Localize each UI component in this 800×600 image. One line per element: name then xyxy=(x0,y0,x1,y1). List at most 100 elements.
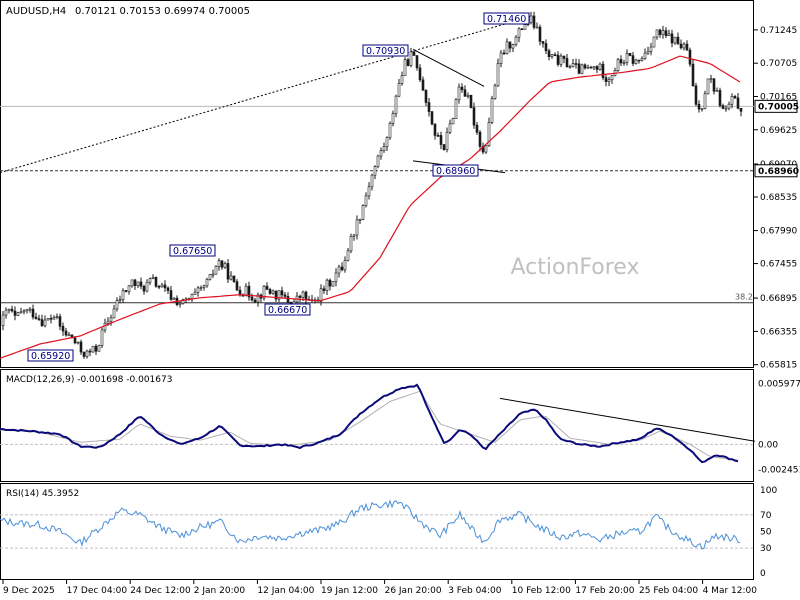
candle-body xyxy=(427,102,431,112)
candle-body xyxy=(544,43,548,52)
candle-body xyxy=(373,166,377,176)
candle-body xyxy=(1,314,5,326)
candle-body xyxy=(217,260,221,267)
candle-body xyxy=(262,285,266,299)
candle-body xyxy=(196,287,200,293)
candle-body xyxy=(634,59,638,64)
candle-body xyxy=(403,59,407,77)
macd-title: MACD(12,26,9) -0.001698 -0.001673 xyxy=(6,375,172,385)
candle-body xyxy=(337,266,341,274)
candle-body xyxy=(220,260,224,268)
candle-body xyxy=(727,103,731,109)
candle-body xyxy=(493,85,497,100)
candle-body xyxy=(58,316,62,327)
candle-body xyxy=(115,300,119,310)
candle-body xyxy=(268,289,272,294)
annotation-box xyxy=(432,164,479,177)
rsi-line xyxy=(0,499,741,550)
price-tick-label: 0.66355 xyxy=(760,327,797,337)
candle-body xyxy=(496,63,500,87)
candle-body xyxy=(340,266,344,271)
candle-body xyxy=(655,29,659,38)
candle-body xyxy=(580,64,584,74)
candle-body xyxy=(364,195,368,206)
candle-body xyxy=(244,285,248,296)
annotation-label: 0.70930 xyxy=(366,46,405,57)
candle-body xyxy=(583,64,587,69)
annotation-label: 0.65920 xyxy=(31,351,70,362)
candle-body xyxy=(121,290,125,300)
candle-body xyxy=(325,279,329,291)
candle-body xyxy=(535,26,539,29)
candle-body xyxy=(667,33,671,36)
candle-body xyxy=(619,59,623,64)
candle-body xyxy=(694,85,698,105)
support-price-tag-text: 0.68960 xyxy=(758,167,799,177)
candle-body xyxy=(13,310,17,316)
candle-body xyxy=(169,290,173,300)
candle-body xyxy=(334,272,338,282)
price-tick-label: 0.65815 xyxy=(760,361,797,371)
candle-body xyxy=(283,294,287,297)
candle-body xyxy=(502,52,506,55)
candle-body xyxy=(61,325,65,332)
candle-body xyxy=(565,58,569,68)
candle-body xyxy=(298,295,302,298)
candle-body xyxy=(703,93,707,109)
candle-body xyxy=(445,131,449,150)
candle-body xyxy=(574,63,578,65)
price-axis: 0.712450.707050.701650.696250.690700.685… xyxy=(754,26,799,371)
candle-body xyxy=(31,308,35,318)
candle-body xyxy=(454,99,458,119)
candle-body xyxy=(586,66,590,69)
candle-body xyxy=(712,78,716,92)
candle-body xyxy=(631,55,635,64)
annotation-label: 0.68960 xyxy=(436,166,475,177)
candle-body xyxy=(394,95,398,114)
candle-body xyxy=(505,41,509,54)
annotations: 0.65920 0.67650 0.66670 0.70930 0.68960 0.714… xyxy=(27,12,530,362)
candle-body xyxy=(376,155,380,167)
candle-body xyxy=(271,290,275,294)
macd-line xyxy=(0,383,739,464)
candle-body xyxy=(487,122,491,147)
candle-body xyxy=(697,104,701,110)
candle-body xyxy=(79,341,83,353)
candle-body xyxy=(439,135,443,145)
candle-body xyxy=(142,285,146,292)
candle-body xyxy=(739,108,743,112)
candle-body xyxy=(235,281,239,291)
candle-body xyxy=(370,174,374,188)
candle-body xyxy=(190,294,194,299)
candle-body xyxy=(592,66,596,69)
candle-body xyxy=(343,260,347,271)
candle-body xyxy=(76,341,80,344)
x-tick-label: 25 Feb 04:00 xyxy=(639,586,698,596)
candle-body xyxy=(628,53,632,56)
candle-body xyxy=(253,299,257,303)
rsi-tick-label: 50 xyxy=(760,528,772,538)
price-tick-label: 0.70165 xyxy=(760,92,797,102)
candle-body xyxy=(661,30,665,35)
candle-body xyxy=(346,250,350,261)
candle-body xyxy=(616,59,620,71)
candle-body xyxy=(163,284,167,289)
candle-body xyxy=(436,135,440,137)
candle-body xyxy=(349,235,353,252)
candle-body xyxy=(37,318,41,320)
candle-body xyxy=(178,303,182,305)
price-lines: 38.2 xyxy=(0,16,754,304)
candle-body xyxy=(361,205,365,220)
candle-body xyxy=(466,95,470,97)
candle-body xyxy=(430,111,434,125)
candle-body xyxy=(10,308,14,312)
candle-body xyxy=(280,290,284,296)
price-tick-label: 0.70705 xyxy=(760,59,797,69)
candle-body xyxy=(610,75,614,81)
candle-body xyxy=(55,316,59,318)
candle-body xyxy=(484,145,488,153)
macd-panel xyxy=(0,369,754,482)
candle-body xyxy=(706,78,710,95)
rsi-title: RSI(14) 45.3952 xyxy=(6,489,79,499)
